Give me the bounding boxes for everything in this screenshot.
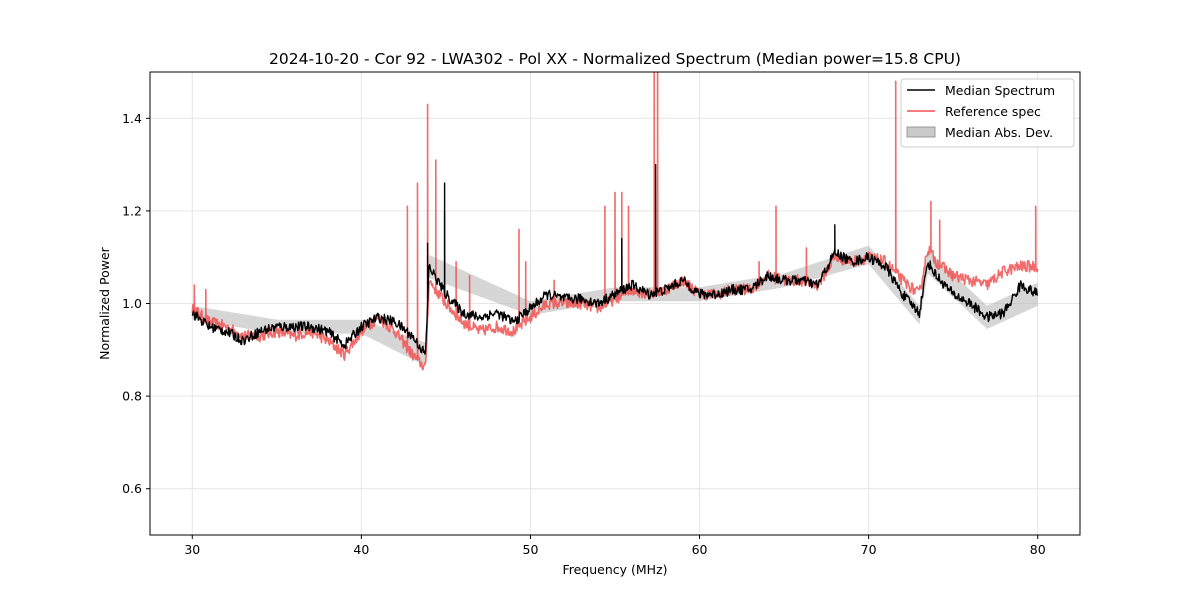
y-axis-ticks: 0.6 0.8 1.0 1.2 1.4	[122, 111, 150, 496]
y-tick-label: 1.0	[122, 296, 142, 311]
y-tick-label: 0.8	[122, 389, 142, 404]
median-series-layer	[191, 163, 1039, 355]
y-axis-label: Normalized Power	[97, 246, 112, 360]
y-tick-label: 1.2	[122, 203, 142, 218]
x-axis-ticks: 30 40 50 60 70 80	[184, 535, 1046, 557]
y-tick-label: 1.4	[122, 111, 142, 126]
legend-box	[900, 78, 1075, 148]
x-tick-label: 50	[523, 542, 539, 557]
x-axis-label: Frequency (MHz)	[562, 562, 667, 577]
legend-reference-label: Reference spec	[945, 104, 1041, 119]
legend-mad-patch	[906, 126, 936, 138]
x-tick-label: 30	[184, 542, 200, 557]
median-spectrum-line	[191, 163, 1039, 355]
x-tick-label: 80	[1030, 542, 1046, 557]
x-tick-label: 60	[692, 542, 708, 557]
legend-mad-label: Median Abs. Dev.	[945, 125, 1053, 140]
x-tick-label: 40	[353, 542, 369, 557]
y-tick-label: 0.6	[122, 481, 142, 496]
x-tick-label: 70	[861, 542, 877, 557]
legend: Median Spectrum Reference spec Median Ab…	[900, 78, 1075, 148]
chart-title: 2024-10-20 - Cor 92 - LWA302 - Pol XX - …	[269, 50, 961, 68]
legend-median-label: Median Spectrum	[945, 83, 1055, 98]
